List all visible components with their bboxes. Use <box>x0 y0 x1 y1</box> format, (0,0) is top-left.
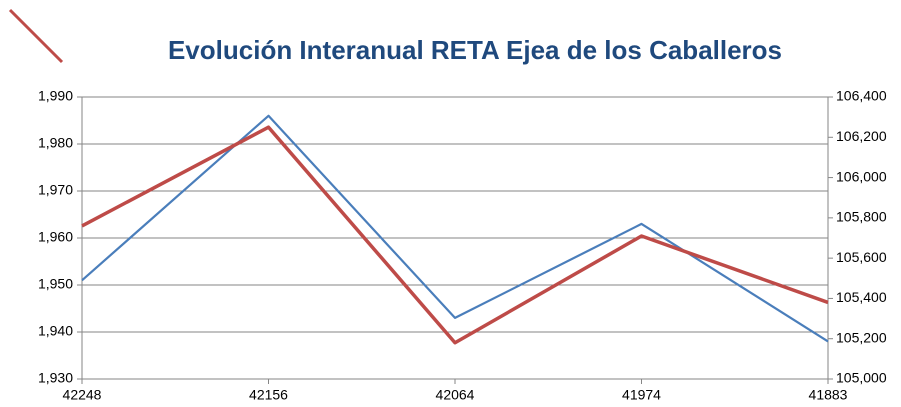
y-tick-label: 1,960 <box>38 229 73 245</box>
y-tick-label: 1,990 <box>38 88 73 104</box>
x-tick-label: 42248 <box>63 387 102 403</box>
y2-tick-label: 106,200 <box>836 128 887 144</box>
series-line <box>81 125 829 345</box>
y-tick-label: 1,970 <box>38 182 73 198</box>
legend-fragment <box>8 8 64 64</box>
y2-tick-label: 106,400 <box>836 88 887 104</box>
y-tick-label: 1,930 <box>38 370 73 386</box>
y2-tick-label: 105,000 <box>836 370 887 386</box>
chart-title: Evolución Interanual RETA Ejea de los Ca… <box>168 35 782 65</box>
x-tick-label: 41974 <box>622 387 661 403</box>
x-tick-label: 41883 <box>809 387 848 403</box>
y2-tick-label: 105,400 <box>836 289 887 305</box>
y2-tick-label: 106,000 <box>836 168 887 184</box>
x-tick-label: 42064 <box>436 387 475 403</box>
y-tick-label: 1,940 <box>38 323 73 339</box>
x-tick-label: 42156 <box>249 387 288 403</box>
y2-tick-label: 105,200 <box>836 329 887 345</box>
series-line <box>81 114 829 343</box>
y-tick-label: 1,980 <box>38 135 73 151</box>
y-tick-label: 1,950 <box>38 276 73 292</box>
y2-tick-label: 105,800 <box>836 209 887 225</box>
y2-tick-label: 105,600 <box>836 249 887 265</box>
